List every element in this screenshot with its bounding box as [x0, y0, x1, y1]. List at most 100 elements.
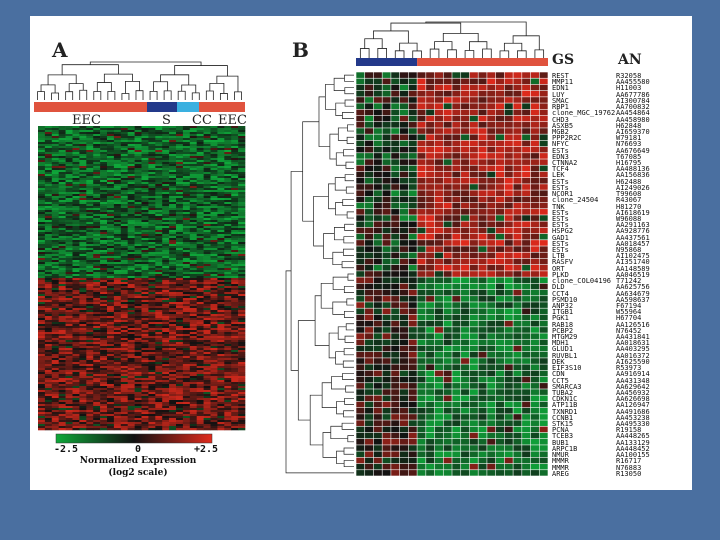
heatmap-cell — [238, 310, 246, 313]
dendrogram-branch — [181, 84, 197, 93]
heatmap-cell — [100, 196, 108, 199]
heatmap-cell — [65, 148, 73, 151]
heatmap-cell — [356, 103, 365, 109]
heatmap-cell — [196, 366, 204, 369]
heatmap-cell — [162, 164, 170, 167]
heatmap-cell — [86, 300, 94, 303]
heatmap-cell — [65, 300, 73, 303]
heatmap-cell — [224, 192, 232, 195]
heatmap-cell — [461, 122, 470, 128]
heatmap-cell — [169, 138, 177, 141]
heatmap-cell — [86, 162, 94, 165]
heatmap-cell — [127, 254, 135, 257]
heatmap-cell — [231, 186, 239, 189]
dendrogram-branch — [343, 447, 354, 455]
heatmap-cell — [113, 294, 122, 297]
heatmap-cell — [141, 136, 149, 139]
heatmap-cell — [141, 316, 149, 319]
heatmap-cell — [231, 202, 239, 205]
heatmap-cell — [141, 330, 149, 333]
heatmap-cell — [65, 396, 73, 399]
heatmap-cell — [182, 318, 191, 321]
heatmap-cell — [155, 208, 163, 211]
heatmap-cell — [196, 374, 204, 377]
heatmap-cell — [100, 366, 108, 369]
heatmap-cell — [79, 300, 87, 303]
heatmap-cell — [86, 390, 94, 393]
heatmap-cell — [44, 146, 53, 149]
heatmap-cell — [120, 406, 128, 409]
heatmap-cell — [51, 300, 59, 303]
heatmap-cell — [65, 188, 73, 191]
heatmap-cell — [155, 216, 163, 219]
heatmap-cell — [217, 226, 225, 229]
heatmap-cell — [162, 274, 170, 277]
heatmap-cell — [51, 188, 59, 191]
heatmap-cell — [72, 156, 80, 159]
heatmap-cell — [169, 338, 177, 341]
heatmap-cell — [155, 398, 163, 401]
heatmap-cell — [203, 280, 211, 283]
heatmap-cell — [203, 272, 211, 275]
heatmap-cell — [189, 152, 197, 155]
heatmap-cell — [210, 408, 218, 411]
heatmap-cell — [176, 304, 184, 307]
heatmap-cell — [79, 390, 87, 393]
heatmap-cell — [107, 212, 115, 215]
heatmap-cell — [217, 356, 225, 359]
heatmap-cell — [44, 380, 53, 383]
heatmap-cell — [176, 268, 184, 271]
heatmap-cell — [217, 290, 225, 293]
heatmap-cell — [189, 190, 197, 193]
heatmap-cell — [189, 286, 197, 289]
heatmap-cell — [134, 250, 142, 253]
heatmap-cell — [148, 330, 156, 333]
heatmap-cell — [169, 226, 177, 229]
heatmap-cell — [162, 144, 170, 147]
heatmap-cell — [210, 266, 218, 269]
heatmap-cell — [72, 154, 80, 157]
heatmap-cell — [113, 160, 122, 163]
heatmap-cell — [72, 406, 80, 409]
heatmap-cell — [176, 426, 184, 429]
heatmap-cell — [93, 296, 101, 299]
heatmap-cell — [238, 316, 246, 319]
heatmap-cell — [58, 178, 66, 181]
heatmap-cell — [134, 404, 142, 407]
heatmap-cell — [134, 342, 142, 345]
heatmap-cell — [189, 230, 197, 233]
heatmap-cell — [182, 186, 191, 189]
heatmap-cell — [127, 420, 135, 423]
heatmap-cell — [169, 310, 177, 313]
heatmap-cell — [203, 364, 211, 367]
heatmap-cell — [176, 286, 184, 289]
heatmap-cell — [155, 404, 163, 407]
heatmap-cell — [426, 72, 435, 78]
heatmap-cell — [127, 174, 135, 177]
heatmap-cell — [238, 304, 246, 307]
heatmap-cell — [44, 260, 53, 263]
heatmap-cell — [155, 236, 163, 239]
heatmap-cell — [44, 424, 53, 427]
heatmap-cell — [210, 396, 218, 399]
heatmap-cell — [65, 360, 73, 363]
heatmap-cell — [107, 342, 115, 345]
dendrogram-branch — [334, 227, 345, 241]
heatmap-cell — [93, 348, 101, 351]
heatmap-cell — [176, 288, 184, 291]
heatmap-cell — [210, 404, 218, 407]
heatmap-cell — [38, 306, 46, 309]
heatmap-cell — [443, 109, 452, 116]
heatmap-cell — [58, 354, 66, 357]
heatmap-cell — [443, 153, 452, 159]
heatmap-cell — [224, 230, 232, 233]
heatmap-cell — [58, 332, 66, 335]
heatmap-cell — [107, 238, 115, 241]
heatmap-cell — [86, 170, 94, 173]
heatmap-cell — [38, 140, 46, 143]
heatmap-cell — [176, 326, 184, 329]
heatmap-cell — [224, 198, 232, 201]
heatmap-cell — [217, 392, 225, 395]
heatmap-cell — [141, 138, 149, 141]
heatmap-cell — [127, 390, 135, 393]
